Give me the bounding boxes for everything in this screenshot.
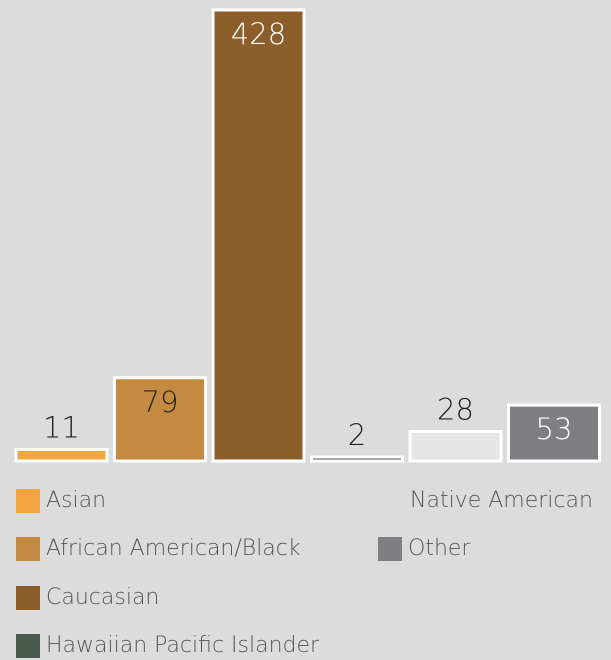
legend-swatch-hawaiian-pacific-islander <box>16 633 40 658</box>
legend-label-african-american-black: African American/Black <box>46 536 301 561</box>
legend-item-native-american: Native American <box>410 488 593 513</box>
legend-item-hawaiian-pacific-islander: Hawaiian Pacific Islander <box>16 633 319 658</box>
legend-item-african-american-black: African American/Black <box>16 536 301 561</box>
bar-other <box>507 403 601 463</box>
legend-item-other: Other <box>378 536 470 561</box>
value-label-hawaiian-pacific-islander: 2 <box>348 418 366 452</box>
legend-label-caucasian: Caucasian <box>46 585 160 610</box>
bar-african-american-black <box>113 376 207 463</box>
bar-caucasian <box>211 8 306 463</box>
value-label-caucasian: 428 <box>231 17 286 51</box>
legend-swatch-caucasian <box>16 585 40 610</box>
value-label-african-american-black: 79 <box>142 385 179 419</box>
legend-swatch-asian <box>16 488 40 513</box>
legend-item-caucasian: Caucasian <box>16 585 159 610</box>
legend-label-hawaiian-pacific-islander: Hawaiian Pacific Islander <box>46 633 320 658</box>
legend-label-other: Other <box>408 536 471 561</box>
bar-asian <box>14 447 109 463</box>
legend-label-native-american: Native American <box>410 488 593 513</box>
legend-swatch-african-american-black <box>16 536 40 561</box>
value-label-asian: 11 <box>43 410 80 444</box>
legend-swatch-other <box>378 536 402 561</box>
bar-chart: 11 79 428 2 28 53 <box>14 8 601 463</box>
bar-native-american <box>408 429 503 463</box>
legend-item-asian: Asian <box>16 488 106 513</box>
value-label-other: 53 <box>536 412 573 446</box>
bar-hawaiian-pacific-islander <box>310 455 404 463</box>
value-label-native-american: 28 <box>437 392 474 426</box>
legend-label-asian: Asian <box>46 488 107 513</box>
